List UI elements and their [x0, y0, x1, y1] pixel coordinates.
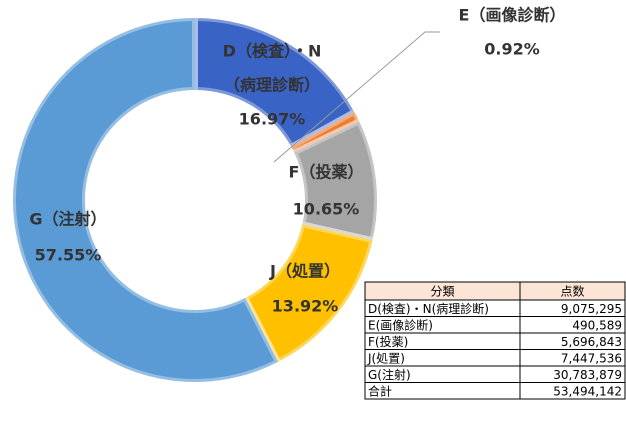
table-cell: G(注射): [368, 367, 411, 382]
value-label: 16.97%: [239, 110, 306, 129]
donut-slice: [192, 15, 358, 150]
table-cell: D(検査)・N(病理診断): [368, 301, 489, 316]
table-header: 分類: [430, 285, 454, 299]
table-cell: 5,696,843: [561, 335, 622, 349]
leader-line: [273, 31, 440, 163]
value-label: 57.55%: [35, 246, 102, 265]
table-cell: F(投薬): [368, 334, 408, 349]
donut-slice: [10, 15, 282, 385]
slice-label: F（投薬）: [289, 163, 364, 182]
value-label: 13.92%: [272, 297, 339, 316]
table-cell: 490,589: [572, 318, 622, 332]
value-label: 0.92%: [484, 40, 540, 59]
table-row: [364, 382, 626, 400]
donut-slice: [242, 221, 376, 365]
slice-label: J（処置）: [269, 262, 340, 281]
table-header: 点数: [560, 284, 584, 299]
table-cell: 9,075,295: [561, 302, 622, 316]
value-label: 10.65%: [293, 200, 360, 219]
table-cell: 53,494,142: [553, 384, 622, 398]
slice-label: （病理診断）: [224, 76, 320, 95]
slice-label: D（検査）・N: [223, 42, 322, 61]
table-cell: 30,783,879: [553, 368, 622, 382]
donut-slice: [291, 118, 380, 244]
table-cell: J(処置): [367, 351, 405, 365]
slice-label: G（注射）: [29, 210, 106, 229]
table-cell: E(画像診断): [368, 317, 433, 332]
table-header-bg: [364, 281, 626, 301]
slice-label: E（画像診断）: [459, 6, 566, 25]
table-cell: 合計: [368, 383, 392, 398]
table-cell: 7,447,536: [561, 351, 622, 365]
